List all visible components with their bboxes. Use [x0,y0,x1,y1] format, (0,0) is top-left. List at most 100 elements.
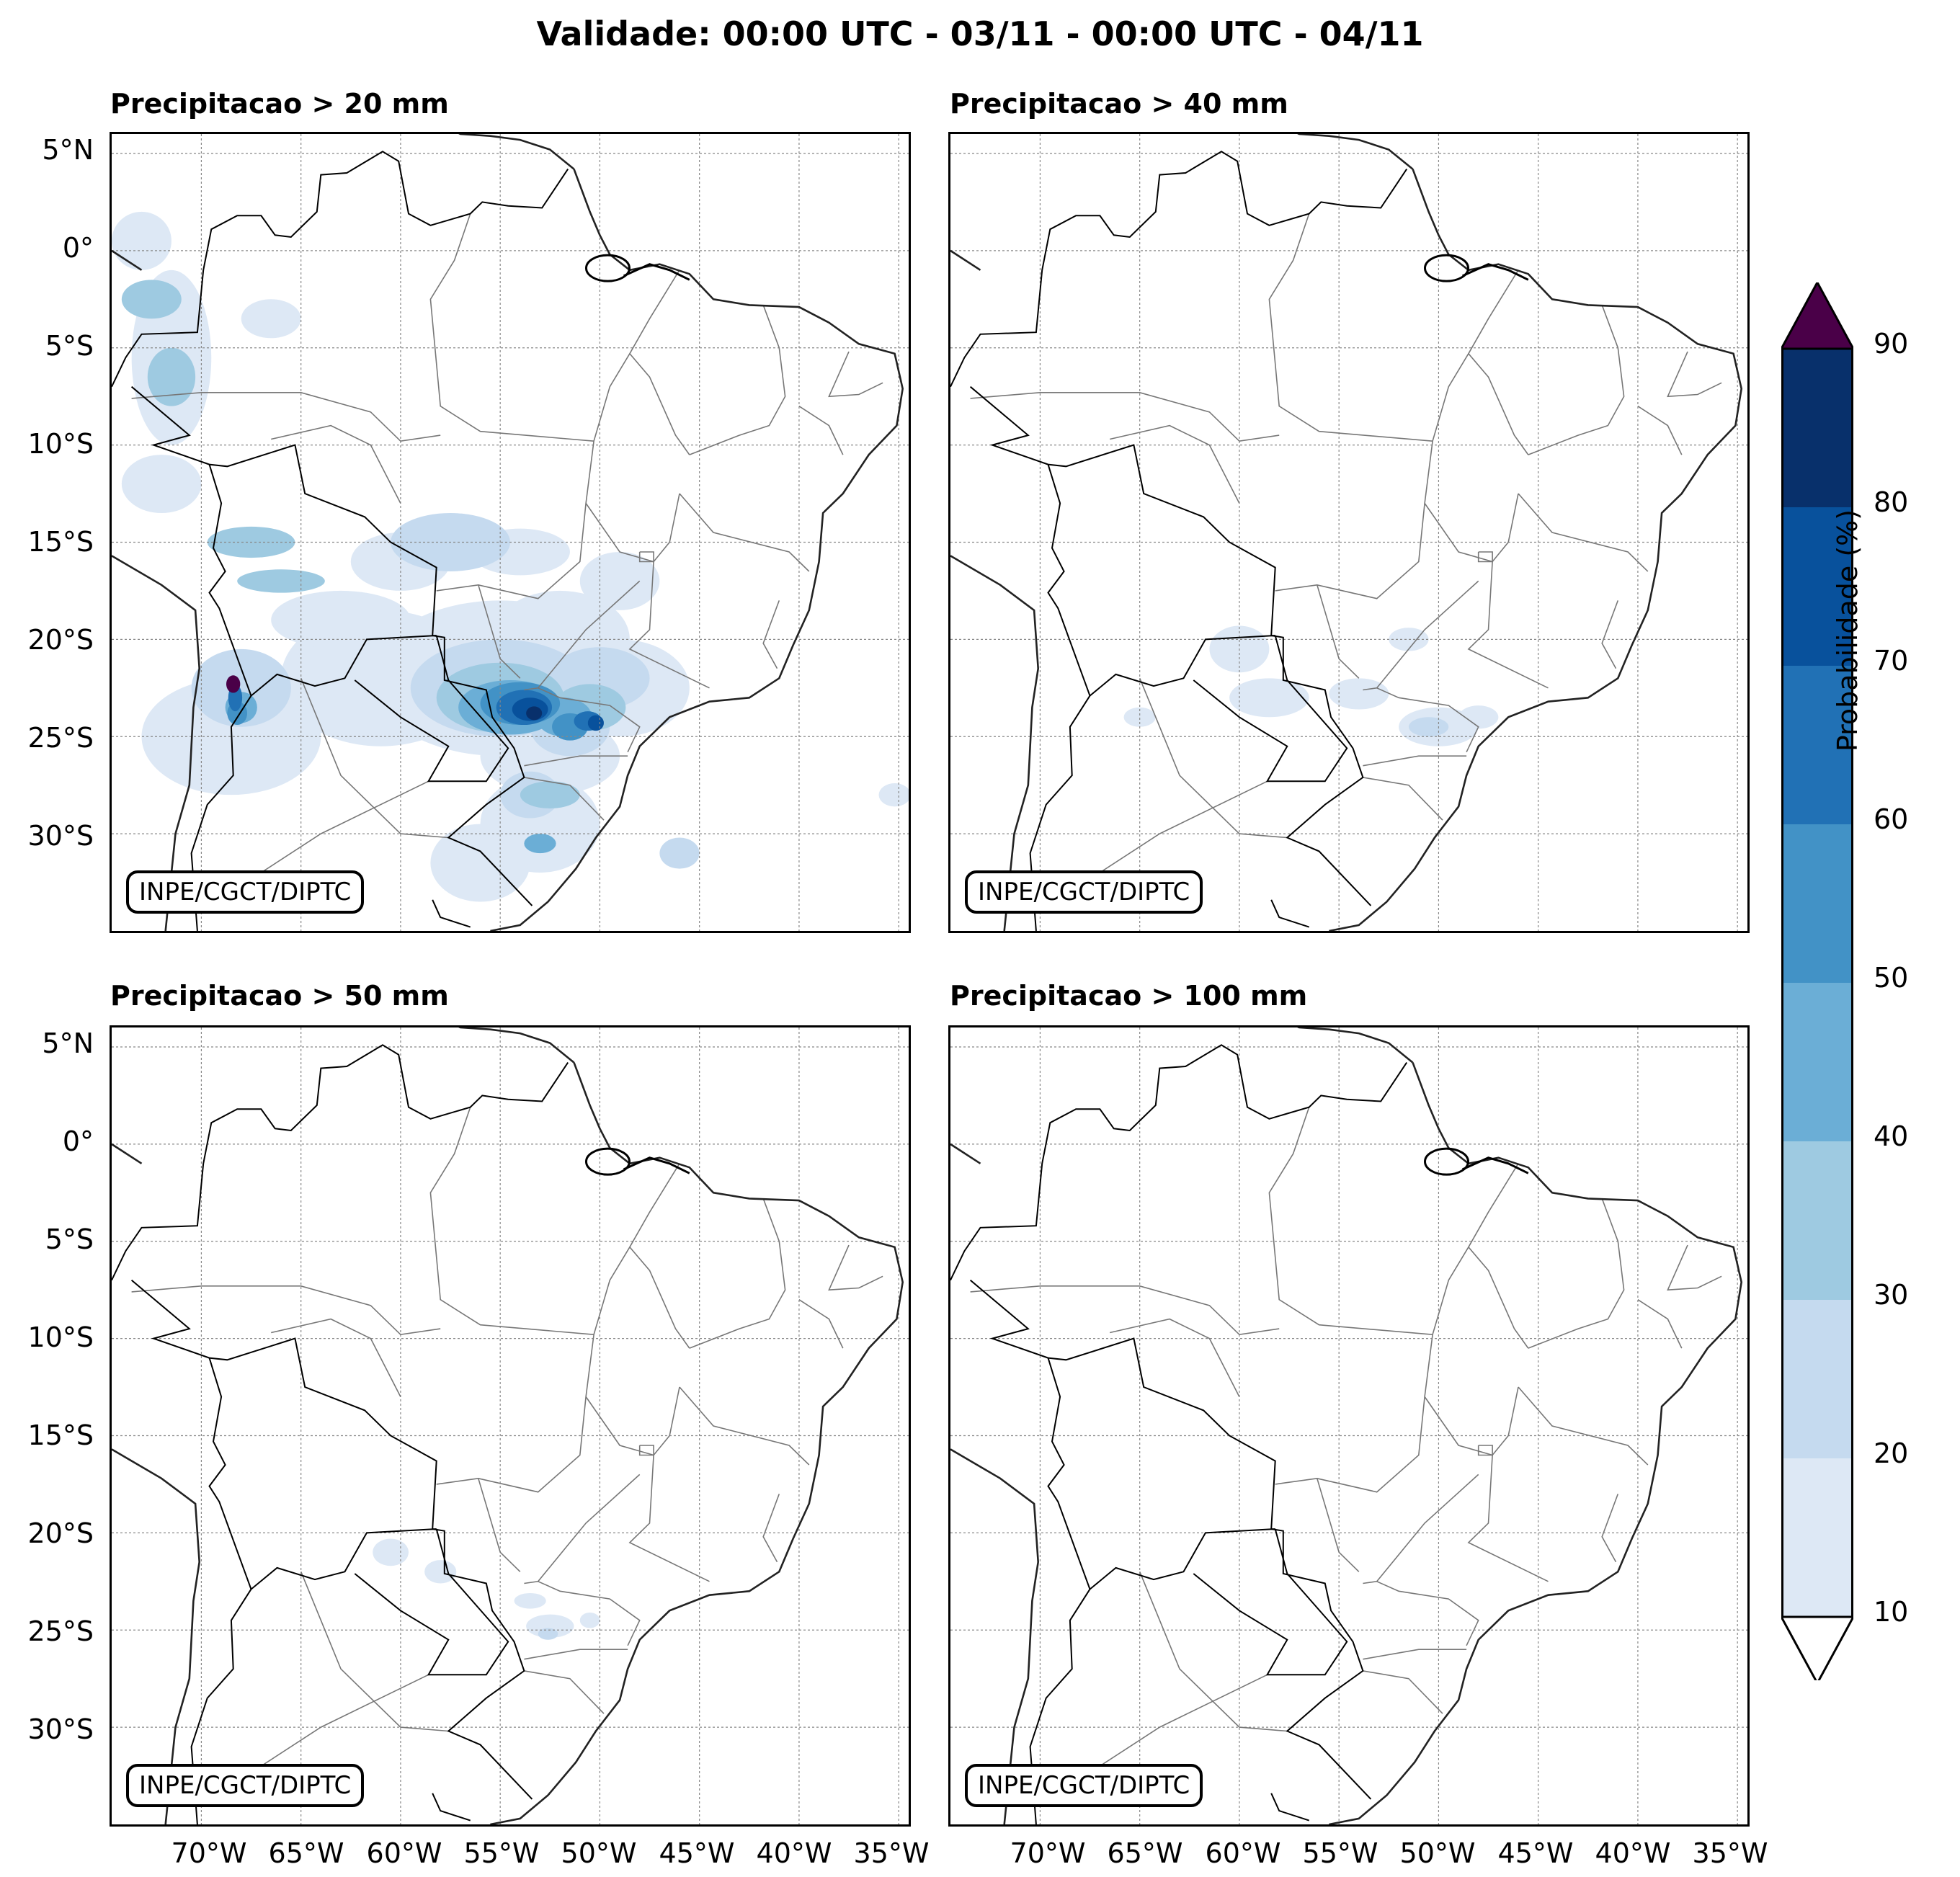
country-border [1029,695,1091,931]
lat-label: 5°N [42,1027,94,1059]
precip-area [1389,628,1429,651]
state-border [828,351,883,398]
precip-area [1229,678,1309,718]
coastline [1329,1062,1743,1824]
state-border [970,1285,1280,1336]
state-border [429,1107,594,1335]
state-border [1467,1163,1529,1349]
map-panel-40mm: INPE/CGCT/DIPTC [948,132,1750,933]
state-border [828,1244,883,1291]
colorbar-segment [1781,1300,1853,1458]
state-border [1110,1318,1240,1397]
state-border [628,269,690,455]
precip-area [241,299,301,339]
country-border [112,151,569,388]
state-border [1363,1473,1479,1584]
country-border [432,899,471,928]
coastline [458,1027,575,1064]
lat-label: 15°S [27,526,94,558]
precip-area [579,551,660,610]
state-border [1637,406,1683,455]
state-border [271,424,401,504]
state-border [1467,1455,1549,1582]
coastline [1461,1156,1529,1174]
colorbar-over-triangle [1781,282,1853,350]
lon-label: 70°W [171,1837,247,1869]
colorbar-tick: 40 [1874,1120,1909,1152]
country-border [208,1357,437,1591]
country-border [950,1044,1408,1281]
colorbar-tick: 90 [1874,328,1909,360]
state-border [1601,600,1619,669]
state-border [1139,1571,1288,1732]
lon-label: 40°W [756,1837,832,1869]
country-border [1193,635,1348,783]
state-border [1667,1244,1722,1291]
state-border [1518,493,1649,572]
precip-area [587,715,604,731]
lat-label: 5°N [42,134,94,166]
state-border [679,1386,810,1466]
panel-title-50mm: Precipitacao > 50 mm [110,980,449,1012]
lon-label: 50°W [561,1837,637,1869]
country-border [1270,1793,1310,1822]
state-border [1376,687,1479,753]
lon-label: 60°W [1205,1837,1281,1869]
coastline [458,134,575,170]
state-border [628,1163,690,1349]
state-border [1110,424,1240,504]
lon-label: 45°W [659,1837,735,1869]
state-border [1275,1247,1469,1493]
country-border [208,464,437,697]
marajo-island [1423,254,1469,282]
state-border [1317,1478,1360,1572]
lon-label: 70°W [1010,1837,1086,1869]
coastline [490,1062,904,1824]
state-border [762,1494,780,1563]
coastline [112,249,143,271]
precip-area [524,834,556,854]
coastline [950,1143,981,1164]
precip-area [659,837,700,869]
coastline [623,1156,690,1174]
lat-label: 30°S [27,1713,94,1745]
country-border [432,1793,471,1822]
state-border [689,1198,786,1349]
map-canvas [950,1027,1747,1824]
coastline [1297,1027,1414,1064]
precip-layer [373,1538,600,1640]
state-border [538,1581,641,1646]
state-border [524,755,628,767]
lat-label: 0° [62,1125,94,1157]
state-border [131,1285,441,1336]
state-border [1363,777,1443,821]
precip-area [121,455,202,514]
colorbar-segment [1781,507,1853,666]
state-border [300,1571,449,1732]
state-border [1363,1649,1467,1660]
colorbar-tick: 70 [1874,645,1909,677]
colorbar-tick: 20 [1874,1437,1909,1469]
lon-label: 35°W [1692,1837,1768,1869]
precip-area [373,1538,409,1566]
precip-area [520,781,580,809]
precip-area [237,569,325,593]
coastline [112,1143,143,1164]
state-border [1139,677,1288,839]
precip-area [226,675,241,693]
state-border [1363,580,1479,691]
state-border [436,353,631,599]
lat-label: 20°S [27,624,94,656]
state-border [524,1473,641,1584]
country-border [1047,464,1275,697]
state-border [524,1649,628,1660]
lat-label: 15°S [27,1419,94,1451]
state-border [798,1299,844,1349]
lat-label: 10°S [27,428,94,460]
lat-label: 5°S [45,1223,94,1255]
state-border [970,391,1280,442]
state-border [762,600,780,669]
state-border [131,391,441,442]
lat-label: 5°S [45,330,94,362]
state-border [429,213,594,442]
